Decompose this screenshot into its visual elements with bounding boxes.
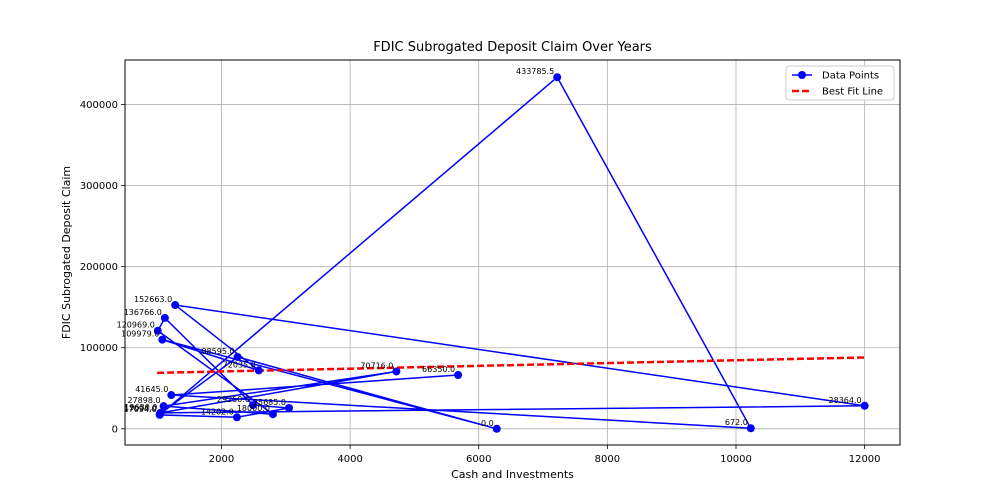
- data-point: [248, 401, 257, 410]
- data-point: [233, 352, 242, 361]
- best-fit-line: [157, 356, 865, 375]
- data-point-label: 29250.0: [217, 395, 250, 404]
- y-axis-title: FDIC Subrogated Deposit Claim: [60, 166, 73, 339]
- axis-ticks: 2000 4000 6000 8000 10000 12000 0 100000 200000 3…: [80, 100, 881, 465]
- data-point: [553, 73, 562, 82]
- legend-label-best-fit: Best Fit Line: [822, 87, 883, 98]
- plot-frame: [124, 59, 901, 446]
- data-point-label: 19630.0: [124, 403, 157, 412]
- y-tick-label: 400000: [80, 100, 118, 111]
- data-point-label: 152663.0: [134, 295, 172, 304]
- data-point-label: 18000.0: [237, 404, 270, 413]
- data-point-label: 433785.5: [516, 67, 554, 76]
- data-point-label: 41645.0: [135, 385, 168, 394]
- data-point: [454, 371, 463, 380]
- data-point-label: 0.0: [481, 419, 494, 428]
- x-axis-title: Cash and Investments: [451, 468, 574, 481]
- y-tick-label: 200000: [80, 262, 118, 273]
- data-point: [232, 413, 241, 422]
- data-point: [171, 301, 180, 310]
- x-tick-label: 10000: [720, 454, 752, 465]
- data-point: [860, 401, 869, 410]
- data-point: [155, 410, 164, 419]
- y-tick-label: 0: [112, 424, 118, 435]
- x-tick-label: 12000: [849, 454, 881, 465]
- data-point-label: 17094.0: [124, 404, 157, 413]
- data-point: [160, 313, 169, 322]
- data-point: [746, 424, 755, 433]
- data-point-label: 17094.0: [124, 405, 157, 414]
- data-point-label: 28364.0: [829, 396, 862, 405]
- data-point-label: 14202.0: [201, 407, 234, 416]
- x-tick-label: 4000: [337, 454, 362, 465]
- data-point-label: 120969.0: [117, 321, 155, 330]
- legend: Data Points Best Fit Line: [785, 65, 895, 101]
- data-point-label: 109979.0: [121, 330, 159, 339]
- x-tick-label: 8000: [595, 454, 620, 465]
- data-point-label: 88595.0: [201, 347, 234, 356]
- chart-title: FDIC Subrogated Deposit Claim Over Years: [373, 40, 652, 55]
- data-point-label: 25685.0: [253, 398, 286, 407]
- y-tick-label: 300000: [80, 181, 118, 192]
- data-point-label: 136766.0: [124, 308, 162, 317]
- x-tick-label: 6000: [466, 454, 491, 465]
- data-point: [153, 326, 162, 335]
- data-point: [492, 424, 501, 433]
- grid-lines: [125, 60, 900, 445]
- x-tick-label: 2000: [209, 454, 234, 465]
- data-point: [392, 367, 401, 376]
- legend-box: [785, 65, 895, 101]
- data-point-label: 27898.0: [127, 396, 160, 405]
- data-point-label: 72035.0: [223, 360, 256, 369]
- data-point: [285, 403, 294, 412]
- legend-label-data-points: Data Points: [822, 71, 879, 82]
- data-point-label: 66350.0: [422, 365, 455, 374]
- series-layer: [153, 73, 869, 433]
- legend-data-marker: [798, 71, 806, 79]
- data-point: [158, 335, 167, 344]
- y-tick-label: 100000: [80, 343, 118, 354]
- point-label-layer: 17094.0 88595.0 0.0 109979.0 72035.0 152663.0…: [117, 67, 862, 428]
- data-point: [159, 402, 168, 411]
- data-point: [254, 366, 263, 375]
- data-point: [268, 410, 277, 419]
- data-point-label: 672.0: [725, 418, 748, 427]
- data-point: [167, 391, 176, 400]
- data-point-label: 70716.0: [360, 361, 393, 370]
